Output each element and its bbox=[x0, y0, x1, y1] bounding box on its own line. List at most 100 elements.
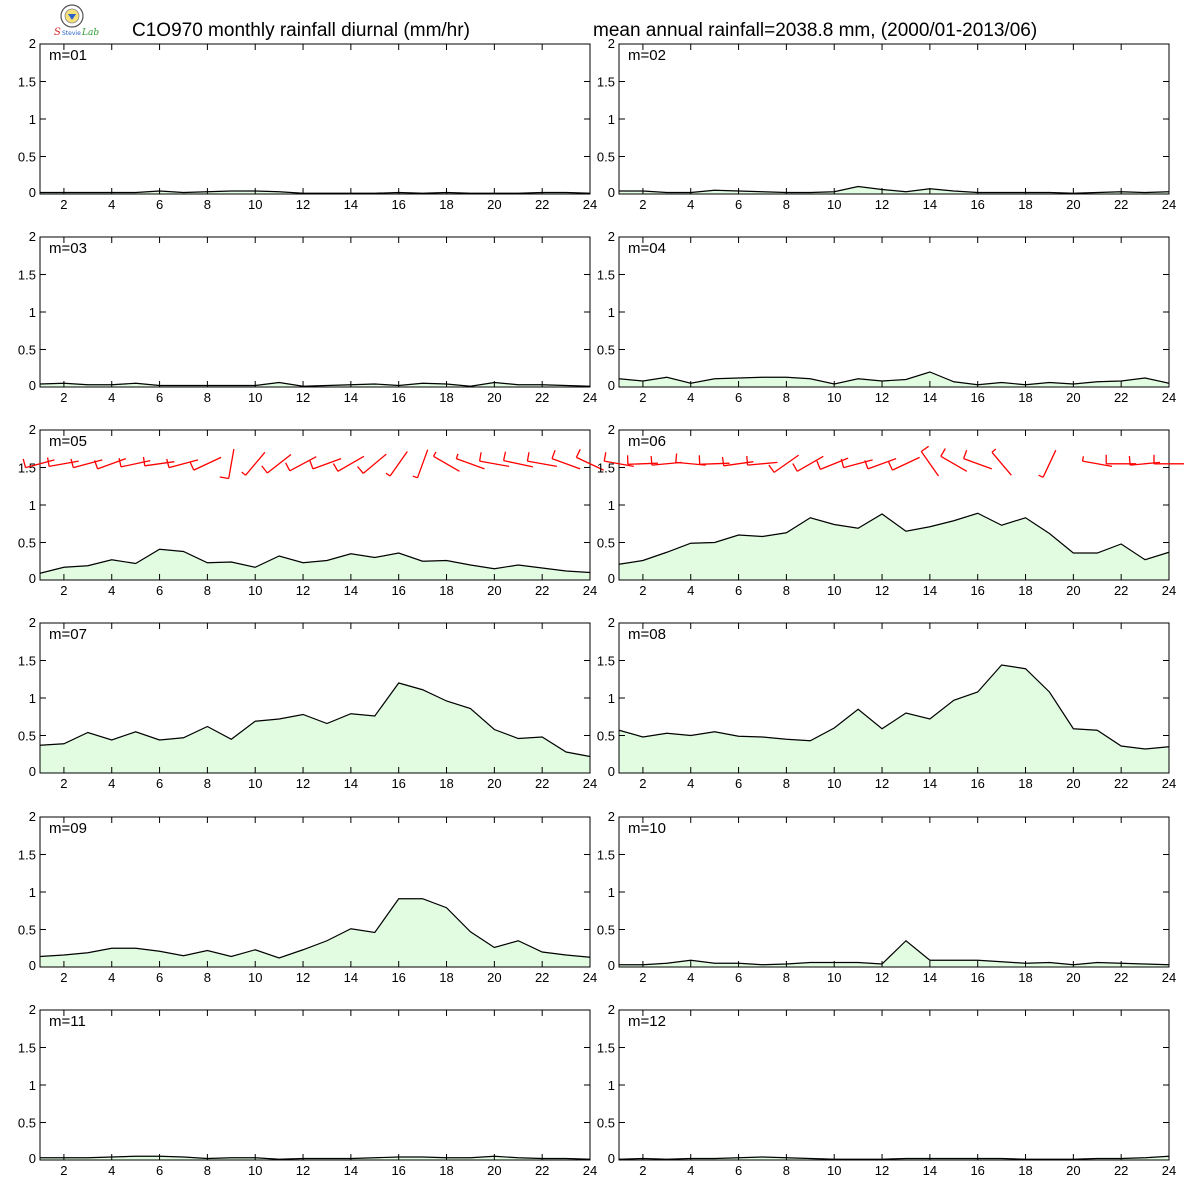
x-tick-label: 18 bbox=[1018, 197, 1032, 212]
y-tick-label: 1.5 bbox=[597, 268, 615, 283]
y-tick-label: 1 bbox=[608, 498, 615, 513]
wind-barb-feather bbox=[840, 458, 845, 468]
x-tick-label: 2 bbox=[639, 776, 646, 791]
rain-line bbox=[39, 682, 591, 758]
wind-barb bbox=[526, 452, 558, 468]
wind-barb bbox=[502, 451, 534, 468]
y-tick-label: 1.5 bbox=[597, 654, 615, 669]
y-tick-label: 2 bbox=[29, 615, 36, 630]
wind-barb-shaft bbox=[337, 455, 365, 472]
x-tick-label: 12 bbox=[296, 583, 310, 598]
x-tick-label: 8 bbox=[783, 776, 790, 791]
y-tick-label: 2 bbox=[608, 1002, 615, 1017]
x-tick-label: 6 bbox=[156, 583, 163, 598]
x-tick-label: 2 bbox=[60, 583, 67, 598]
y-tick-label: 0 bbox=[29, 764, 36, 779]
rain-line bbox=[618, 371, 1170, 386]
x-tick-label: 14 bbox=[923, 583, 937, 598]
wind-barb bbox=[22, 458, 55, 469]
x-tick-label: 22 bbox=[535, 776, 549, 791]
x-tick-label: 20 bbox=[487, 390, 501, 405]
wind-barb-feather bbox=[792, 463, 798, 472]
y-tick-label: 1.5 bbox=[18, 654, 36, 669]
x-tick-label: 10 bbox=[248, 1163, 262, 1178]
panel-m-03: 00.511.522 4 6 8 10 12 14 16 18 20 22 24m=03 bbox=[18, 229, 597, 405]
x-tick-label: 18 bbox=[439, 776, 453, 791]
x-tick-label: 8 bbox=[204, 583, 211, 598]
x-tick-label: 24 bbox=[1162, 583, 1176, 598]
chart-title-left: C1O970 monthly rainfall diurnal (mm/hr) bbox=[132, 20, 470, 41]
wind-barb-feather bbox=[332, 463, 339, 472]
rain-area bbox=[619, 372, 1169, 387]
panel-label: m=03 bbox=[49, 240, 87, 257]
y-tick-label: 2 bbox=[608, 809, 615, 824]
wind-barb-feather bbox=[768, 464, 775, 473]
y-tick-label: 1 bbox=[29, 305, 36, 320]
x-tick-label: 14 bbox=[923, 970, 937, 985]
x-tick-label: 6 bbox=[735, 776, 742, 791]
x-tick-label: 2 bbox=[639, 197, 646, 212]
x-tick-label: 4 bbox=[687, 970, 694, 985]
x-tick-label: 14 bbox=[344, 1163, 358, 1178]
wind-barb-shaft bbox=[362, 453, 387, 474]
x-tick-label: 14 bbox=[923, 197, 937, 212]
wind-barb bbox=[241, 451, 266, 476]
x-tick-label: 6 bbox=[156, 1163, 163, 1178]
panel-m-06: 00.511.522 4 6 8 10 12 14 16 18 20 22 24m=06 bbox=[597, 422, 1184, 598]
y-tick-label: 0.5 bbox=[597, 1116, 615, 1131]
rain-line bbox=[39, 548, 591, 574]
wind-barb bbox=[746, 456, 778, 466]
rain-line bbox=[40, 190, 591, 194]
wind-barb-shaft bbox=[604, 460, 634, 468]
wind-barb-shaft bbox=[312, 457, 342, 470]
y-tick-label: 0.5 bbox=[18, 729, 36, 744]
wind-barb-shaft bbox=[48, 460, 79, 468]
x-tick-label: 18 bbox=[439, 970, 453, 985]
x-tick-label: 2 bbox=[60, 1163, 67, 1178]
wind-barb-shaft bbox=[796, 455, 824, 472]
wind-barb-feather bbox=[888, 461, 893, 471]
x-tick-label: 2 bbox=[639, 390, 646, 405]
x-tick-label: 6 bbox=[735, 197, 742, 212]
svg-text:Stevie: Stevie bbox=[62, 30, 81, 37]
rain-area bbox=[40, 549, 590, 580]
x-tick-label: 10 bbox=[248, 776, 262, 791]
x-tick-label: 12 bbox=[875, 1163, 889, 1178]
x-tick-label: 18 bbox=[1018, 390, 1032, 405]
x-tick-label: 20 bbox=[1066, 970, 1080, 985]
x-tick-label: 22 bbox=[1114, 970, 1128, 985]
panel-frame bbox=[39, 43, 591, 195]
x-tick-label: 22 bbox=[1114, 583, 1128, 598]
wind-barb-feather bbox=[864, 460, 869, 470]
x-tick-label: 18 bbox=[1018, 970, 1032, 985]
panel-m-11: 00.511.522 4 6 8 10 12 14 16 18 20 22 24m=11 bbox=[18, 1002, 597, 1178]
rain-line bbox=[618, 664, 1170, 750]
x-tick-label: 2 bbox=[639, 1163, 646, 1178]
x-tick-label: 8 bbox=[204, 776, 211, 791]
x-tick-label: 14 bbox=[344, 776, 358, 791]
wind-barb-feather bbox=[575, 449, 581, 458]
wind-barb-shaft bbox=[551, 457, 581, 470]
wind-barb-feather bbox=[502, 451, 507, 461]
x-tick-label: 24 bbox=[583, 197, 597, 212]
svg-text:Lab: Lab bbox=[81, 28, 99, 38]
x-tick-label: 14 bbox=[344, 583, 358, 598]
wind-barb bbox=[864, 457, 897, 470]
y-tick-label: 0 bbox=[29, 185, 36, 200]
x-tick-label: 2 bbox=[639, 970, 646, 985]
panel-frame bbox=[618, 816, 1170, 968]
wind-barb bbox=[1038, 449, 1057, 478]
y-tick-label: 2 bbox=[608, 36, 615, 51]
y-tick-label: 0.5 bbox=[18, 150, 36, 165]
y-tick-label: 0.5 bbox=[597, 150, 615, 165]
wind-barb bbox=[940, 448, 968, 472]
panel-label: m=05 bbox=[49, 433, 87, 450]
rain-line bbox=[619, 939, 1170, 966]
wind-barb-feather bbox=[309, 460, 314, 470]
y-tick-label: 0 bbox=[29, 378, 36, 393]
rain-line bbox=[619, 185, 1170, 194]
y-tick-label: 1.5 bbox=[597, 75, 615, 90]
x-tick-label: 4 bbox=[108, 390, 115, 405]
wind-barb-feather bbox=[22, 458, 27, 468]
